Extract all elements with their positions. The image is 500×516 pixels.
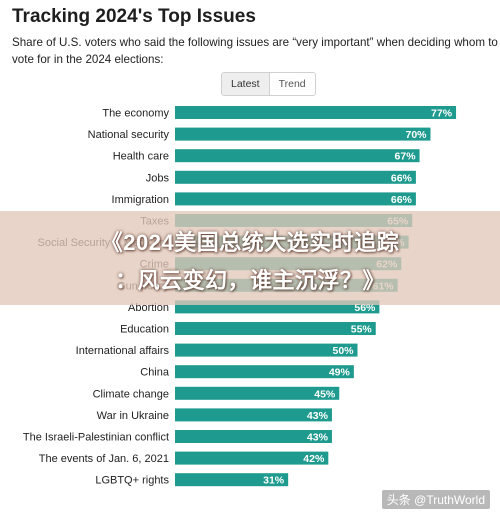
- bar-chart: The economy 77% National security 70% Health…: [23, 106, 457, 487]
- bar: [175, 149, 420, 163]
- bar: [175, 408, 332, 422]
- value-label: 66%: [391, 194, 413, 206]
- chart-subtitle: Share of U.S. voters who said the follow…: [12, 36, 498, 66]
- category-label: LGBTQ+ rights: [95, 475, 169, 487]
- bar: [175, 170, 416, 184]
- value-label: 49%: [329, 367, 351, 379]
- category-label: China: [140, 367, 170, 379]
- value-label: 43%: [307, 432, 329, 444]
- category-label: War in Ukraine: [97, 410, 169, 422]
- bar: [175, 127, 431, 141]
- bar: [175, 192, 416, 206]
- value-label: 43%: [307, 410, 329, 422]
- value-label: 67%: [395, 151, 417, 163]
- overlay-headline-line1: 《2024美国总统大选实时追踪: [100, 230, 400, 255]
- category-label: National security: [88, 129, 170, 141]
- bar: [175, 451, 329, 465]
- tab-latest[interactable]: Latest: [222, 73, 270, 95]
- bar: [175, 473, 289, 487]
- value-label: 77%: [431, 108, 453, 120]
- view-tabs: Latest Trend: [221, 72, 316, 96]
- category-label: The Israeli-Palestinian conflict: [23, 432, 169, 444]
- source-watermark: 头条 @TruthWorld: [381, 490, 490, 509]
- bar: [175, 343, 358, 357]
- category-label: Jobs: [146, 172, 170, 184]
- category-label: International affairs: [76, 345, 170, 357]
- chart-title: Tracking 2024's Top Issues: [12, 6, 256, 27]
- category-label: The economy: [102, 108, 169, 120]
- value-label: 42%: [303, 453, 325, 465]
- value-label: 66%: [391, 172, 413, 184]
- overlay-headline-line2: ：风云变幻，谁主沉浮？》: [114, 268, 385, 293]
- bar: [175, 365, 354, 379]
- bar: [175, 430, 332, 443]
- bar: [175, 322, 376, 335]
- bar: [175, 106, 457, 119]
- value-label: 55%: [351, 324, 373, 336]
- category-label: Climate change: [93, 388, 169, 400]
- value-label: 31%: [263, 475, 285, 487]
- overlay-banner: 《2024美国总统大选实时追踪 ：风云变幻，谁主沉浮？》: [0, 211, 500, 305]
- value-label: 45%: [314, 388, 336, 400]
- category-label: Immigration: [112, 194, 169, 206]
- tab-trend[interactable]: Trend: [278, 78, 306, 90]
- value-label: 50%: [332, 345, 354, 357]
- category-label: The events of Jan. 6, 2021: [39, 453, 169, 465]
- category-label: Education: [120, 324, 169, 336]
- bar: [175, 386, 340, 400]
- category-label: Health care: [113, 151, 169, 163]
- value-label: 70%: [405, 129, 427, 141]
